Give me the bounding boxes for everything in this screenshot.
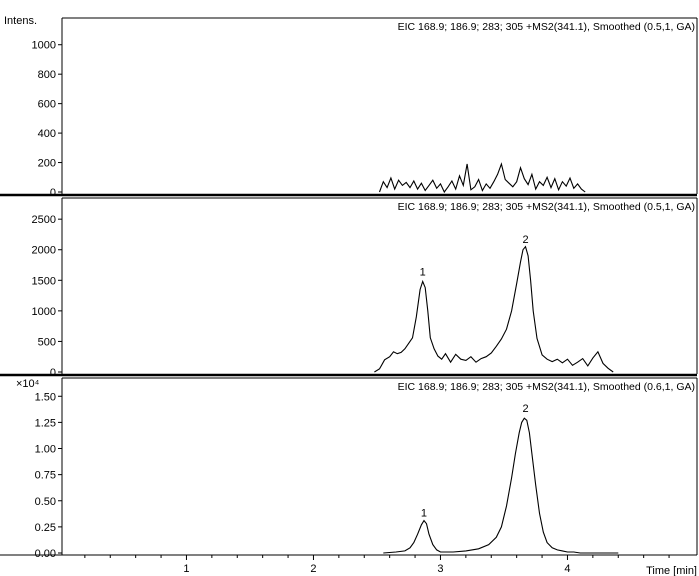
y-tick-label: 1500	[32, 275, 56, 287]
y-tick-label: 1000	[32, 306, 56, 318]
y-tick-label: 2500	[32, 214, 56, 226]
y-tick-label: 2000	[32, 245, 56, 257]
x-tick-label: 1	[183, 563, 189, 575]
peak-label: 2	[522, 403, 528, 415]
chart-panel-2: 0 500 1000 1500 2000 2500 EIC 168.9; 186.9; 28…	[0, 197, 698, 379]
y-tick-label: 0.25	[35, 522, 56, 534]
y-tick-label: 400	[38, 128, 56, 140]
peak-label: 2	[522, 234, 528, 246]
y-tick-label: 1000	[32, 40, 56, 52]
x-tick-label: 2	[310, 563, 316, 575]
y-tick-label: 0.75	[35, 470, 56, 482]
trace-line	[374, 245, 614, 373]
chart-panels: 0 200 400 600 800 1000 EIC 168.9; 186.9; 283; …	[0, 17, 698, 575]
y-tick-label: 800	[38, 69, 56, 81]
y-tick-label: 500	[38, 336, 56, 348]
y-axis-label: Intens.	[4, 15, 37, 27]
chart-panel-3: 0.00 0.25 0.50 0.75 1.00 1.25 1.50×10⁴ EIC 168.…	[0, 377, 698, 575]
trace-title: EIC 168.9; 186.9; 283; 305 +MS2(341.1), …	[398, 201, 695, 213]
trace-line	[378, 162, 586, 194]
y-tick-label: 200	[38, 158, 56, 170]
trace-title: EIC 168.9; 186.9; 283; 305 +MS2(341.1), …	[398, 21, 695, 33]
x-axis-label: Time [min]	[646, 565, 697, 576]
y-tick-label: 1.25	[35, 417, 56, 429]
y-tick-label: 0	[50, 367, 56, 379]
y-tick-label: 600	[38, 99, 56, 111]
x-tick-label: 4	[564, 563, 570, 575]
peak-label: 1	[421, 507, 427, 519]
trace-line	[383, 417, 619, 554]
y-tick-label: 1.00	[35, 444, 56, 456]
y-tick-label: 0.00	[35, 548, 56, 560]
x-tick-label: 3	[437, 563, 443, 575]
y-tick-label: 0.50	[35, 496, 56, 508]
y-tick-label: 0	[50, 187, 56, 199]
y-tick-label: 1.50	[35, 391, 56, 403]
peak-label: 1	[420, 266, 426, 278]
trace-title: EIC 168.9; 186.9; 283; 305 +MS2(341.1), …	[398, 381, 695, 393]
chart-panel-1: 0 200 400 600 800 1000 EIC 168.9; 186.9; 283; …	[0, 17, 698, 199]
y-multiplier-label: ×10⁴	[16, 378, 40, 390]
